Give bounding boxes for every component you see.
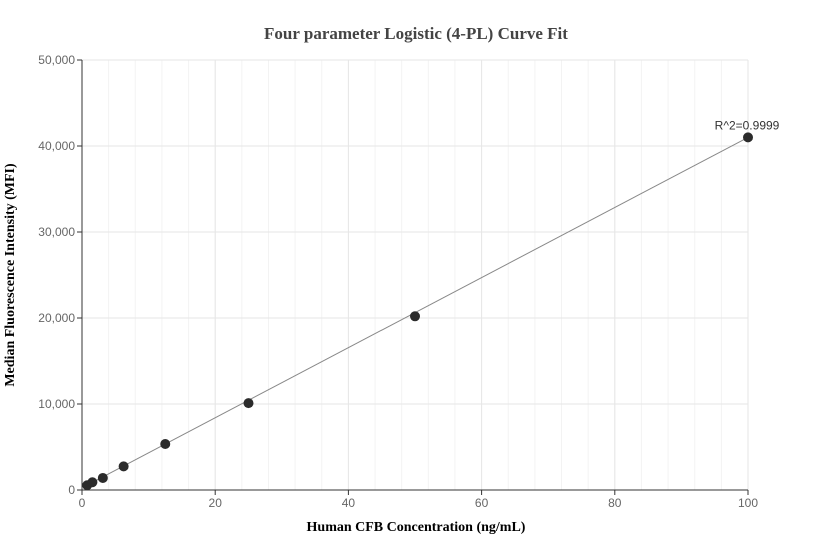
- y-tick-label: 20,000: [38, 311, 75, 325]
- r-squared-annotation: R^2=0.9999: [715, 118, 780, 132]
- data-point: [87, 477, 98, 488]
- y-tick-label: 50,000: [38, 53, 75, 67]
- data-point: [243, 398, 254, 409]
- data-point: [410, 311, 420, 322]
- data-point: [743, 132, 753, 143]
- x-tick-label: 80: [608, 496, 622, 510]
- x-tick-label: 20: [209, 496, 223, 510]
- x-tick-label: 60: [475, 496, 489, 510]
- data-points: [82, 132, 753, 491]
- data-point: [118, 461, 129, 472]
- x-tick-label: 0: [79, 496, 86, 510]
- y-axis-label: Median Fluorescence Intensity (MFI): [3, 163, 18, 387]
- data-point: [97, 472, 108, 483]
- tick-labels: 0 20 40 60 80 100 0 10,000 20,000 30,000 40,000 50,…: [38, 53, 758, 510]
- axes: [77, 59, 749, 495]
- grid: [81, 59, 749, 491]
- data-point: [160, 438, 171, 449]
- x-tick-label: 100: [738, 496, 758, 510]
- x-tick-label: 40: [342, 496, 356, 510]
- y-tick-label: 0: [68, 483, 75, 497]
- y-tick-label: 40,000: [38, 139, 75, 153]
- y-tick-label: 30,000: [38, 225, 75, 239]
- x-axis-label: Human CFB Concentration (ng/mL): [307, 520, 526, 535]
- chart-title: Four parameter Logistic (4-PL) Curve Fit: [264, 24, 568, 43]
- y-tick-label: 10,000: [38, 397, 75, 411]
